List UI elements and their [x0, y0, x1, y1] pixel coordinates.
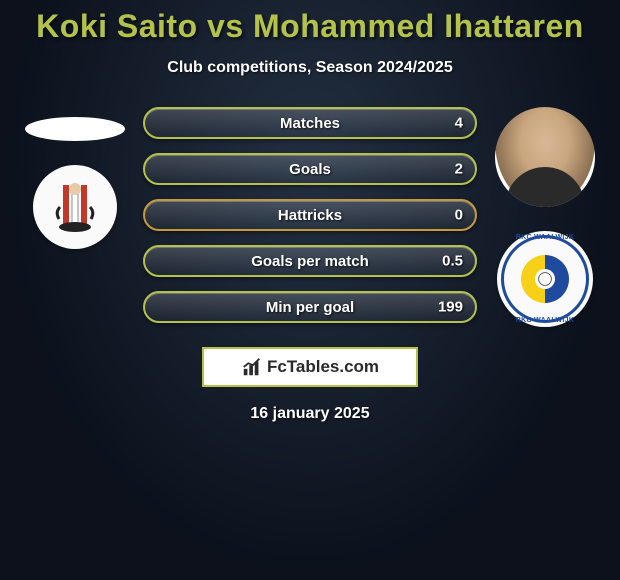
- date-line: 16 january 2025: [250, 405, 369, 423]
- rkc-inner-icon: [521, 255, 569, 303]
- title-vs: vs: [198, 8, 253, 44]
- stat-bar-min-per-goal: Min per goal 199: [143, 291, 477, 323]
- stat-right-value: 199: [438, 299, 463, 316]
- stat-label: Matches: [280, 115, 340, 132]
- subtitle: Club competitions, Season 2024/2025: [167, 59, 452, 77]
- brand-chart-icon: [241, 356, 263, 378]
- rkc-text-bottom: RKC WAALWIJK: [497, 317, 593, 324]
- content-wrapper: Koki Saito vs Mohammed Ihattaren Club co…: [0, 0, 620, 580]
- stat-bar-hattricks: Hattricks 0: [143, 199, 477, 231]
- title-player-left: Koki Saito: [36, 8, 197, 44]
- page-title: Koki Saito vs Mohammed Ihattaren: [36, 8, 584, 45]
- rkc-text-top: RKC WAALWIJK: [497, 234, 593, 241]
- sparta-icon: [45, 177, 105, 237]
- stat-bar-matches: Matches 4: [143, 107, 477, 139]
- left-club-badge: [33, 165, 117, 249]
- stat-bar-goals: Goals 2: [143, 153, 477, 185]
- stat-label: Goals: [289, 161, 331, 178]
- stat-label: Min per goal: [266, 299, 354, 316]
- stat-right-value: 0: [455, 207, 463, 224]
- stat-label: Goals per match: [251, 253, 369, 270]
- left-player-avatar: [25, 117, 125, 141]
- brand-box[interactable]: FcTables.com: [202, 347, 418, 387]
- left-player-column: [15, 107, 135, 249]
- right-player-avatar: [495, 107, 595, 207]
- title-player-right: Mohammed Ihattaren: [253, 8, 584, 44]
- stat-label: Hattricks: [278, 207, 342, 224]
- stat-right-value: 0.5: [442, 253, 463, 270]
- right-club-badge: RKC WAALWIJK RKC WAALWIJK: [497, 231, 593, 327]
- stat-right-value: 2: [455, 161, 463, 178]
- stat-bar-goals-per-match: Goals per match 0.5: [143, 245, 477, 277]
- right-player-column: RKC WAALWIJK RKC WAALWIJK: [485, 107, 605, 327]
- stats-bars: Matches 4 Goals 2 Hattricks 0 Goals per …: [135, 107, 485, 323]
- brand-text: FcTables.com: [267, 357, 379, 377]
- stat-right-value: 4: [455, 115, 463, 132]
- comparison-row: Matches 4 Goals 2 Hattricks 0 Goals per …: [0, 107, 620, 327]
